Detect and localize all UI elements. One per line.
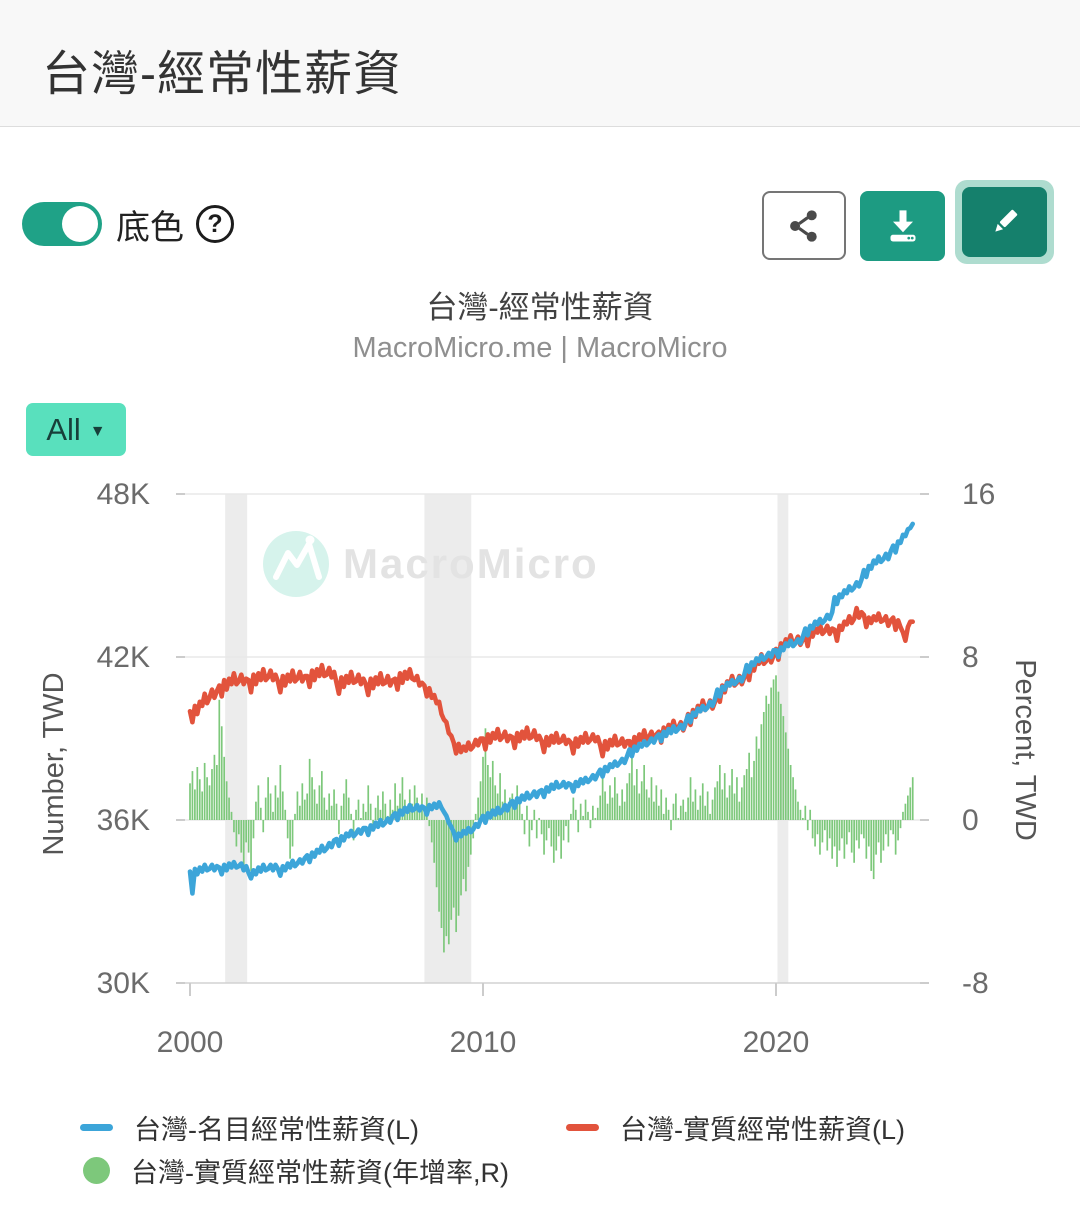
chart-legend: 台灣-名目經常性薪資(L) 台灣-實質經常性薪資(L) 台灣-實質經常性薪資(年… [0,1100,1080,1210]
watermark-text: MacroMicro [343,540,599,587]
chart-title: 台灣-經常性薪資 [426,290,654,325]
right-axis-title: Percent, TWD [1009,659,1041,841]
page-title: 台灣-經常性薪資 [42,48,402,101]
right-tick-label: -8 [962,967,989,1000]
x-tick-label: 2020 [743,1026,810,1059]
right-tick-label: 8 [962,641,979,674]
real-line-swatch [566,1124,599,1131]
nominal-salary-line [187,521,916,896]
watermark-mountain [273,541,322,580]
left-axis-title: Number, TWD [38,672,70,856]
download-button[interactable] [860,190,945,261]
edit-button-ring [955,180,1054,264]
chart-subtitle: MacroMicro.me | MacroMicro [352,332,728,364]
toggle-knob [62,206,98,242]
x-tick-label: 2000 [157,1026,224,1059]
legend-item-growth[interactable]: 台灣-實質經常性薪資(年增率,R) [80,1151,509,1190]
chart-area: 48K 42K 36K 30K 16 8 0 -8 2000 2010 2020 MacroMicro… [0,470,1080,1070]
right-tick-label: 0 [962,804,979,837]
legend-label-real: 台灣-實質經常性薪資(L) [620,1115,905,1145]
left-tick-label: 48K [97,478,150,511]
left-tick-label: 30K [97,967,150,1000]
toggle-label: 底色 [116,208,184,247]
legend-label-growth: 台灣-實質經常性薪資(年增率,R) [131,1158,509,1188]
share-icon [790,209,817,242]
left-tick-label: 42K [97,641,150,674]
nominal-line-swatch [80,1124,113,1131]
background-toggle-group: 底色 ? [22,198,234,250]
watermark-flag [305,535,315,545]
range-selector[interactable]: All ▼ [26,403,126,456]
legend-item-real[interactable]: 台灣-實質經常性薪資(L) [566,1108,905,1147]
chart-action-buttons [762,180,1054,264]
legend-item-nominal[interactable]: 台灣-名目經常性薪資(L) [80,1108,419,1147]
download-icon [890,209,915,241]
growth-bars [189,675,914,953]
left-tick-label: 36K [97,804,150,837]
caret-down-icon: ▼ [89,422,106,440]
page-header: 台灣-經常性薪資 [0,0,1080,127]
growth-bar-swatch [83,1157,110,1184]
pencil-icon [994,209,1017,232]
range-selector-label: All [46,411,81,447]
recession-band [225,494,248,983]
recession-band [424,494,472,983]
x-tick-label: 2010 [450,1026,517,1059]
chart-canvas[interactable]: 48K 42K 36K 30K 16 8 0 -8 2000 2010 2020 MacroMicro [0,470,1080,1070]
share-button[interactable] [762,191,846,260]
help-icon[interactable]: ? [196,205,234,243]
right-tick-label: 16 [962,478,995,511]
background-color-toggle[interactable] [22,202,102,246]
legend-label-nominal: 台灣-名目經常性薪資(L) [134,1115,419,1145]
edit-button[interactable] [962,187,1047,257]
